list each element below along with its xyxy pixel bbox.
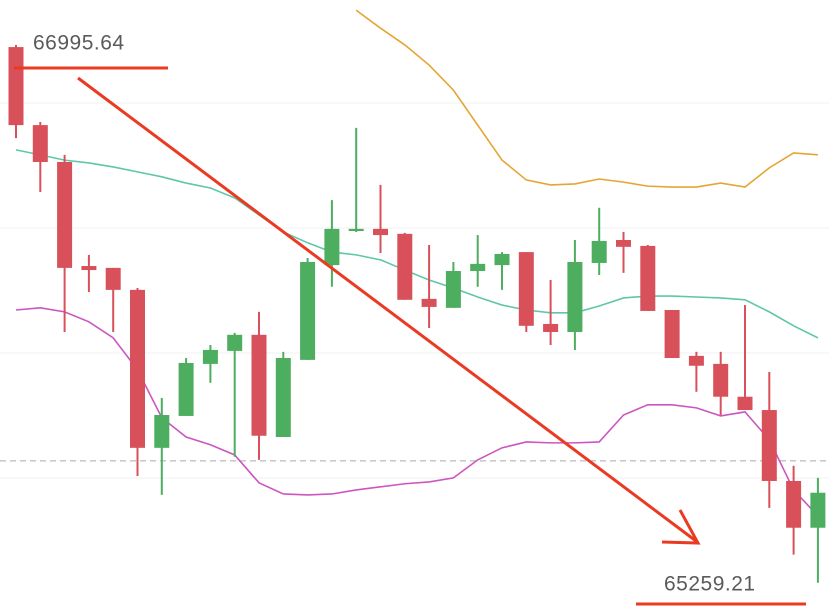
arrow-head	[661, 509, 701, 545]
band-line	[15, 149, 819, 339]
candle-body	[397, 233, 413, 300]
low-label: 65259.21	[664, 573, 756, 596]
candle-body	[324, 228, 340, 266]
candle-body	[251, 334, 267, 436]
candle-body	[202, 349, 218, 364]
high-label: 66995.64	[33, 32, 125, 55]
candle-body	[178, 362, 194, 416]
candle-body	[591, 240, 607, 263]
candle-body	[445, 270, 461, 308]
candle-body	[154, 415, 170, 448]
candle-body	[227, 334, 243, 351]
plot	[0, 9, 829, 583]
candle-body	[32, 125, 48, 162]
candle-body	[810, 492, 826, 528]
candle-body	[421, 298, 437, 307]
trend-arrow	[77, 76, 697, 543]
candle-body	[8, 47, 24, 126]
candle-body	[664, 310, 680, 359]
candle-body	[130, 289, 145, 448]
candle-body	[567, 262, 583, 333]
candle-body	[470, 263, 486, 271]
candle-body	[518, 252, 534, 326]
candle-body	[616, 240, 631, 247]
candle-body	[640, 245, 656, 311]
candle-body	[105, 267, 121, 290]
candle-body	[761, 410, 777, 481]
candle-body	[737, 396, 753, 411]
candle-body	[543, 323, 559, 333]
candle-body	[688, 355, 704, 366]
band-line	[355, 9, 818, 188]
candle-body	[300, 262, 316, 360]
candle-body	[713, 363, 729, 397]
candle-body	[275, 358, 291, 437]
candle-body	[373, 228, 388, 236]
candle-body	[81, 266, 97, 271]
candle-body	[348, 228, 364, 232]
candle-body	[786, 480, 802, 528]
band-line	[15, 307, 819, 517]
candle-body	[57, 161, 73, 268]
candle-body	[494, 253, 510, 266]
